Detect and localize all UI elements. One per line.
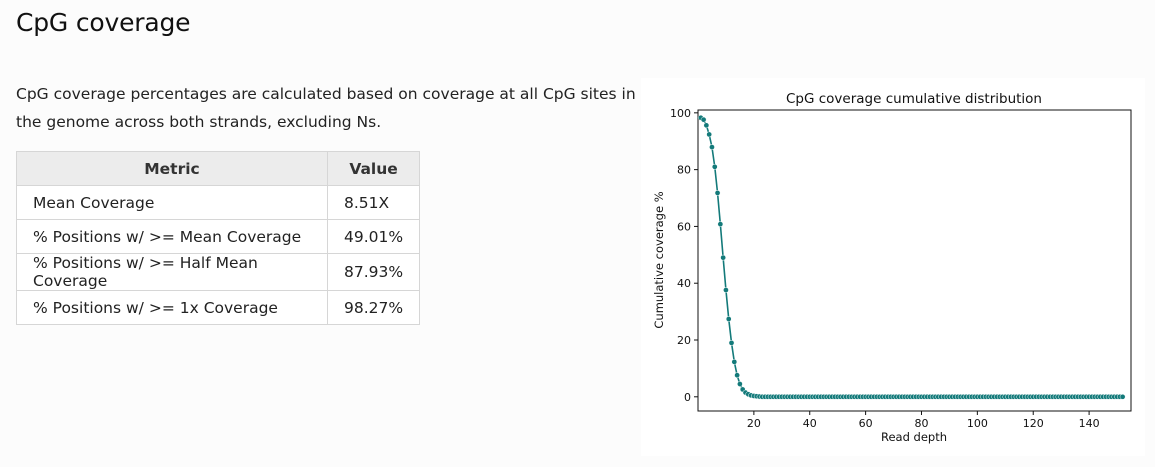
x-axis-label: Read depth <box>881 430 947 444</box>
data-point <box>734 372 740 379</box>
data-point <box>706 131 713 138</box>
plot-frame <box>697 109 1132 412</box>
value-cell: 87.93% <box>326 253 421 291</box>
data-point <box>731 359 738 365</box>
x-axis-ticks: 20 40 60 80 100 120 140 <box>747 411 1100 430</box>
data-point <box>1119 393 1126 400</box>
x-tick-label: 100 <box>967 417 988 430</box>
x-tick-label: 120 <box>1023 417 1044 430</box>
data-point <box>723 287 729 293</box>
y-tick-label: 60 <box>677 220 691 233</box>
coverage-chart-panel: CpG coverage cumulative distribution 0 20… <box>641 78 1145 456</box>
x-tick-label: 80 <box>914 417 928 430</box>
table-row: % Positions w/ >= Half Mean Coverage 87.… <box>16 253 421 291</box>
value-cell: 98.27% <box>326 290 421 325</box>
column-header-metric: Metric <box>16 151 328 186</box>
coverage-chart: CpG coverage cumulative distribution 0 20… <box>652 91 1132 444</box>
data-point <box>709 144 715 150</box>
table-row: % Positions w/ >= Mean Coverage 49.01% <box>16 219 421 254</box>
table-header-row: Metric Value <box>16 151 421 186</box>
data-point <box>725 316 732 322</box>
value-cell: 49.01% <box>326 219 421 254</box>
table-row: % Positions w/ >= 1x Coverage 98.27% <box>16 290 421 325</box>
data-point <box>717 221 724 227</box>
series-points <box>697 114 1126 400</box>
description-text: CpG coverage percentages are calculated … <box>16 85 636 131</box>
y-axis-label: Cumulative coverage % <box>652 191 666 328</box>
data-point <box>720 254 726 261</box>
data-point <box>714 190 721 196</box>
metric-cell: % Positions w/ >= 1x Coverage <box>16 290 328 325</box>
y-axis-ticks: 0 20 40 60 80 100 <box>670 107 698 404</box>
data-point <box>711 163 718 170</box>
x-tick-label: 40 <box>803 417 817 430</box>
value-cell: 8.51X <box>326 185 421 220</box>
x-tick-label: 140 <box>1079 417 1100 430</box>
x-tick-label: 20 <box>747 417 761 430</box>
y-tick-label: 80 <box>677 164 691 177</box>
series-line <box>700 117 1123 398</box>
y-tick-label: 0 <box>684 391 691 404</box>
y-tick-label: 40 <box>677 277 691 290</box>
data-point <box>737 381 743 387</box>
metric-cell: Mean Coverage <box>16 185 328 220</box>
table-row: Mean Coverage 8.51X <box>16 185 421 220</box>
metrics-table: Metric Value Mean Coverage 8.51X % Posit… <box>16 151 421 325</box>
y-tick-label: 100 <box>670 107 691 120</box>
page-title: CpG coverage <box>16 8 191 37</box>
metric-cell: % Positions w/ >= Mean Coverage <box>16 219 328 254</box>
data-point <box>700 116 707 123</box>
data-point <box>703 122 710 129</box>
x-tick-label: 60 <box>859 417 873 430</box>
y-tick-label: 20 <box>677 334 691 347</box>
chart-title: CpG coverage cumulative distribution <box>786 91 1042 107</box>
data-point <box>728 340 735 346</box>
column-header-value: Value <box>326 151 421 186</box>
metric-cell: % Positions w/ >= Half Mean Coverage <box>16 253 328 291</box>
